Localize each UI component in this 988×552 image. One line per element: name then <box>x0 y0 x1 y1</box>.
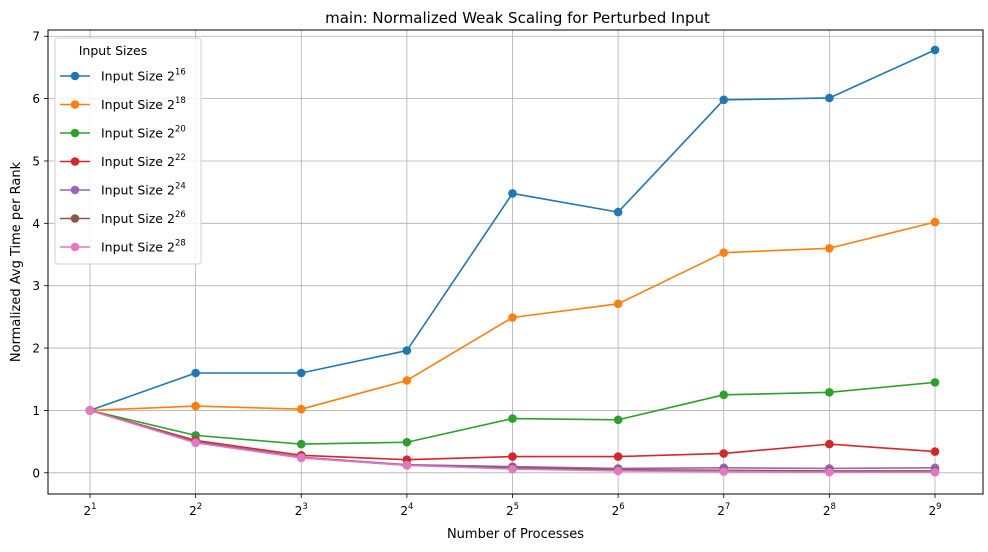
x-tick-label: 24 <box>400 502 413 518</box>
legend-marker-24 <box>70 185 80 195</box>
data-point-28 <box>719 467 729 476</box>
y-tick-label: 5 <box>32 154 40 168</box>
data-point-28 <box>191 438 200 448</box>
data-point-16 <box>508 189 517 198</box>
data-point-28 <box>508 464 517 474</box>
data-point-28 <box>825 467 834 477</box>
data-point-16 <box>191 368 200 378</box>
x-tick-label: 27 <box>717 502 730 518</box>
series-points <box>85 45 940 477</box>
legend-marker-22 <box>70 157 80 166</box>
data-point-16 <box>930 45 940 55</box>
data-point-18 <box>402 376 412 385</box>
y-tick-label: 2 <box>32 342 40 356</box>
data-point-20 <box>508 414 517 423</box>
x-tick-label: 23 <box>295 502 308 518</box>
legend-entry-20: Input Size 220 <box>101 125 186 141</box>
data-point-18 <box>191 401 200 411</box>
legend-entry-16: Input Size 216 <box>101 68 186 84</box>
x-tick-label: 21 <box>83 502 96 518</box>
data-point-18 <box>613 299 623 309</box>
legend-box <box>54 37 202 265</box>
legend-title: Input Sizes <box>79 43 148 58</box>
data-point-22 <box>613 452 623 461</box>
data-point-16 <box>825 93 834 103</box>
data-point-20 <box>719 390 729 400</box>
y-tick-label: 1 <box>32 404 40 418</box>
data-point-28 <box>402 461 412 470</box>
y-tick-label: 3 <box>32 279 40 293</box>
chart-title: main: Normalized Weak Scaling for Pertur… <box>325 9 710 27</box>
y-axis-label: Normalized Avg Time per Rank <box>9 161 24 362</box>
data-point-20 <box>930 378 940 387</box>
legend-entry-22: Input Size 222 <box>101 153 186 169</box>
x-tick-label: 29 <box>928 502 941 518</box>
data-point-16 <box>613 207 623 217</box>
data-point-20 <box>402 437 412 447</box>
data-point-22 <box>825 439 834 449</box>
data-point-20 <box>825 388 834 397</box>
data-point-20 <box>613 415 623 425</box>
legend-marker-26 <box>70 214 80 223</box>
legend-entry-28: Input Size 228 <box>101 239 186 255</box>
y-tick-label: 7 <box>32 30 40 44</box>
legend: Input Sizes Input Size 216 Input Size 218 I… <box>54 37 202 265</box>
x-tick-label: 25 <box>506 502 519 518</box>
data-point-22 <box>508 452 517 461</box>
plot-frame <box>47 29 984 495</box>
data-point-28 <box>930 467 940 477</box>
data-point-18 <box>296 404 306 414</box>
legend-entry-24: Input Size 224 <box>101 182 186 198</box>
x-tick-label: 26 <box>612 502 625 518</box>
data-point-28 <box>613 466 623 476</box>
y-tick-label: 4 <box>32 217 40 231</box>
x-axis-label: Number of Processes <box>447 527 584 542</box>
data-point-16 <box>296 368 306 378</box>
y-tick-label: 0 <box>32 466 40 480</box>
legend-entry-26: Input Size 226 <box>101 210 186 226</box>
legend-marker-28 <box>70 242 80 252</box>
data-point-20 <box>296 439 306 449</box>
data-point-28 <box>296 453 306 463</box>
data-point-22 <box>719 449 729 458</box>
legend-marker-16 <box>70 71 80 81</box>
legend-entry-18: Input Size 218 <box>101 96 186 112</box>
legend-marker-18 <box>70 100 80 109</box>
data-point-18 <box>930 217 940 227</box>
y-tick-label: 6 <box>32 92 40 106</box>
data-point-16 <box>719 95 729 105</box>
legend-marker-20 <box>70 128 80 138</box>
data-point-18 <box>719 248 729 257</box>
data-point-18 <box>508 313 517 322</box>
data-point-28 <box>85 406 95 415</box>
x-tick-label: 28 <box>823 502 836 518</box>
data-point-22 <box>930 447 940 456</box>
data-point-18 <box>825 243 834 253</box>
x-tick-label: 22 <box>189 502 202 518</box>
data-point-16 <box>402 346 412 355</box>
